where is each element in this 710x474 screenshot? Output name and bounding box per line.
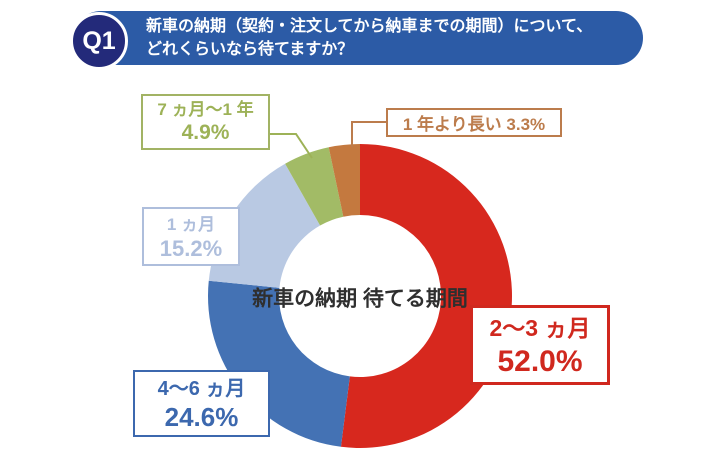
callout-1-month-value: 15.2% [159, 235, 223, 261]
callout-over-1-year: 1 年より長い 3.3% [386, 108, 562, 137]
callout-1-month-label: 1 ヵ月 [166, 214, 216, 234]
question-number: Q1 [82, 26, 116, 55]
callout-over-1-year-label: 1 年より長い [402, 115, 502, 134]
callout-2-3-months: 2〜3 ヵ月 52.0% [470, 305, 610, 385]
question-number-badge: Q1 [70, 12, 128, 70]
donut-slice-0 [340, 144, 512, 448]
center-label-line2: 待てる期間 [362, 287, 468, 311]
callout-1-month: 1 ヵ月 15.2% [142, 207, 240, 266]
callout-over-1-year-value: 3.3% [506, 115, 546, 134]
leader-line-7-12-months [270, 133, 313, 159]
callout-4-6-months-value: 24.6% [164, 401, 239, 432]
callout-7-12-months-value: 4.9% [181, 121, 230, 144]
question-header: 新車の納期（契約・注文してから納車までの期間）について、 どれくらいなら待てます… [74, 11, 643, 65]
chart-center-label: 新車の納期 待てる期間 [252, 284, 468, 315]
center-label-line1: 新車の納期 [252, 287, 358, 311]
donut-slice-3 [285, 147, 344, 226]
question-line1: 新車の納期（契約・注文してから納車までの期間）について、 [146, 18, 593, 35]
callout-7-12-months-label: 7 ヵ月〜1 年 [157, 100, 254, 119]
callout-4-6-months: 4〜6 ヵ月 24.6% [133, 370, 270, 437]
callout-7-12-months: 7 ヵ月〜1 年 4.9% [141, 94, 270, 150]
leader-line-over-1-year [351, 121, 386, 147]
donut-slice-4 [328, 144, 360, 217]
callout-2-3-months-label: 2〜3 ヵ月 [489, 314, 591, 341]
callout-4-6-months-label: 4〜6 ヵ月 [157, 377, 246, 400]
question-line2: どれくらいなら待てますか？ [146, 41, 354, 58]
callout-2-3-months-value: 52.0% [497, 344, 583, 378]
callout-over-1-year-text: 1 年より長い 3.3% [388, 110, 560, 135]
donut-slice-1 [208, 280, 350, 447]
